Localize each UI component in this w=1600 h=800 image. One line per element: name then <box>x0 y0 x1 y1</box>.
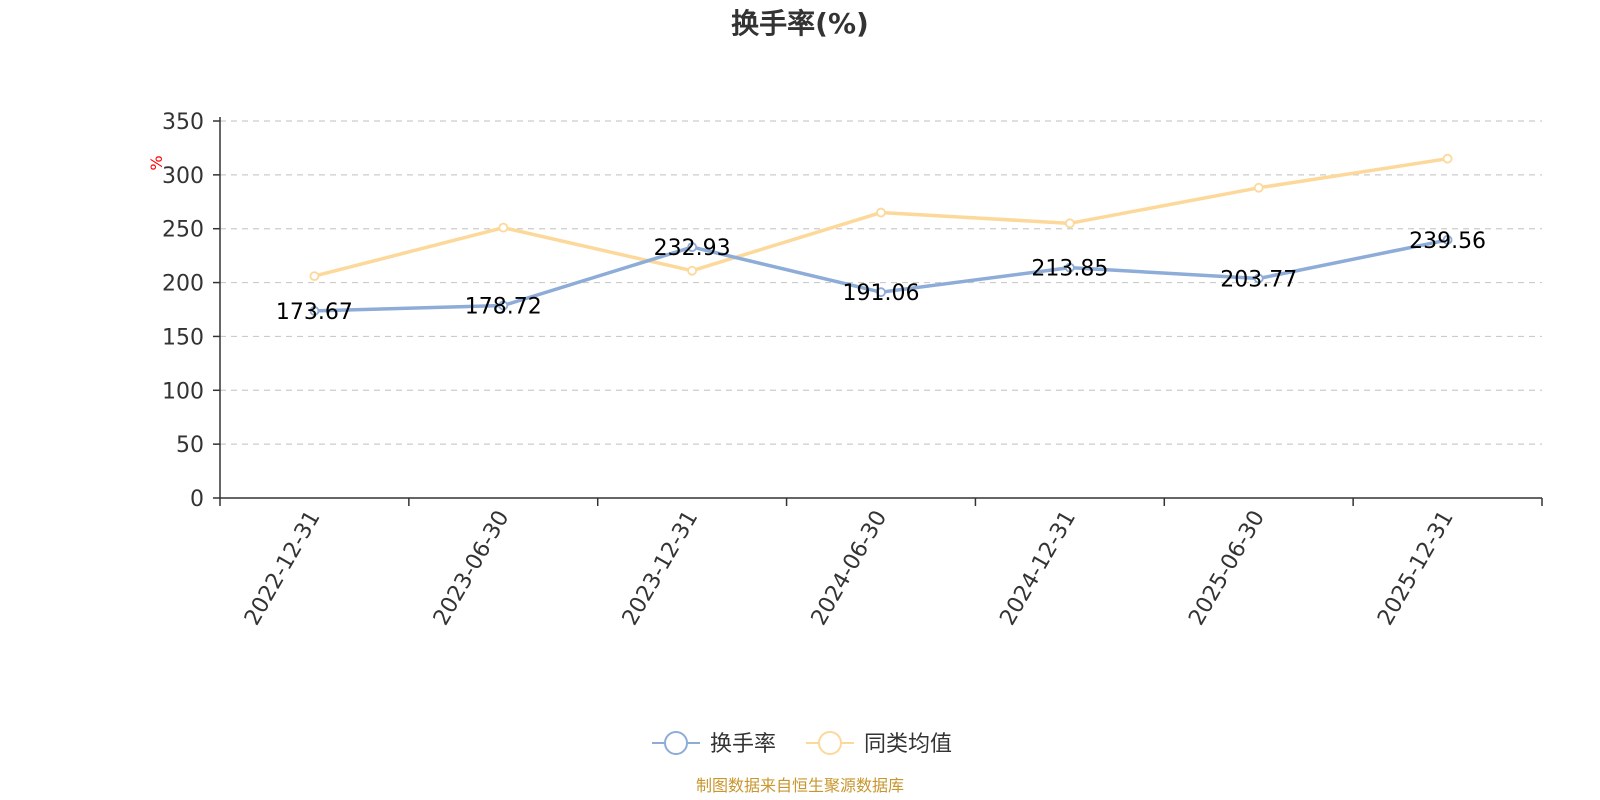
data-point <box>1442 153 1453 164</box>
data-point <box>876 287 886 298</box>
chart-title: 换手率(%) <box>731 7 869 40</box>
legend-marker-icon <box>818 731 842 755</box>
data-point <box>1253 182 1264 193</box>
data-point <box>498 222 509 233</box>
x-tick-label: 2023-12-31 <box>618 507 704 630</box>
y-tick-label: 350 <box>162 110 204 135</box>
data-point <box>309 306 320 316</box>
x-tick-labels: 2022-12-31 2023-06-30 2023-12-31 2024-06-30… <box>240 507 1459 630</box>
data-label: 232.93 <box>654 236 731 261</box>
data-point <box>687 242 698 253</box>
y-tick-label: 300 <box>162 164 204 189</box>
x-tick-label: 2022-12-31 <box>240 507 326 630</box>
data-label: 173.67 <box>276 300 353 325</box>
data-point <box>687 265 698 276</box>
y-tick-label: 0 <box>190 487 204 512</box>
x-tick-label: 2024-06-30 <box>807 507 893 630</box>
data-point <box>876 207 886 218</box>
legend-label: 同类均值 <box>864 732 952 757</box>
legend-item[interactable]: 同类均值 <box>806 731 952 757</box>
data-point <box>1442 235 1453 245</box>
series-2 <box>309 153 1453 282</box>
y-axis-unit-label: % <box>147 155 166 170</box>
legend-marker-icon <box>664 731 688 755</box>
data-point <box>498 300 509 311</box>
series-1 <box>309 235 1453 316</box>
legend[interactable]: 换手率 同类均值 <box>652 731 952 757</box>
data-label: 203.77 <box>1220 268 1297 293</box>
y-tick-label: 100 <box>162 379 204 404</box>
x-tick-label: 2024-12-31 <box>995 507 1081 630</box>
y-tick-label: 150 <box>162 325 204 350</box>
data-labels: 173.67 178.72 232.93 191.06 213.85 203.77 239.… <box>276 229 1486 325</box>
grid-lines <box>220 120 1542 445</box>
data-point <box>1064 262 1075 273</box>
y-tick-label: 250 <box>162 218 204 243</box>
legend-label: 换手率 <box>710 732 776 757</box>
y-tick-label: 50 <box>176 433 204 458</box>
data-label: 191.06 <box>843 281 920 306</box>
x-tick-label: 2023-06-30 <box>429 507 515 630</box>
data-point <box>1064 218 1075 229</box>
data-label: 178.72 <box>465 294 542 319</box>
data-label: 213.85 <box>1031 257 1108 282</box>
x-tick-label: 2025-12-31 <box>1373 507 1459 630</box>
y-tick-labels: 0 50 100 150 200 250 300 350 <box>162 110 204 512</box>
y-tick-label: 200 <box>162 272 204 297</box>
data-label: 239.56 <box>1409 229 1486 254</box>
data-point <box>309 271 320 282</box>
data-point <box>1253 273 1264 284</box>
axes <box>213 117 1543 506</box>
series <box>309 153 1453 316</box>
legend-item[interactable]: 换手率 <box>652 731 776 757</box>
x-tick-label: 2025-06-30 <box>1184 507 1270 630</box>
source-note: 制图数据来自恒生聚源数据库 <box>696 776 904 795</box>
